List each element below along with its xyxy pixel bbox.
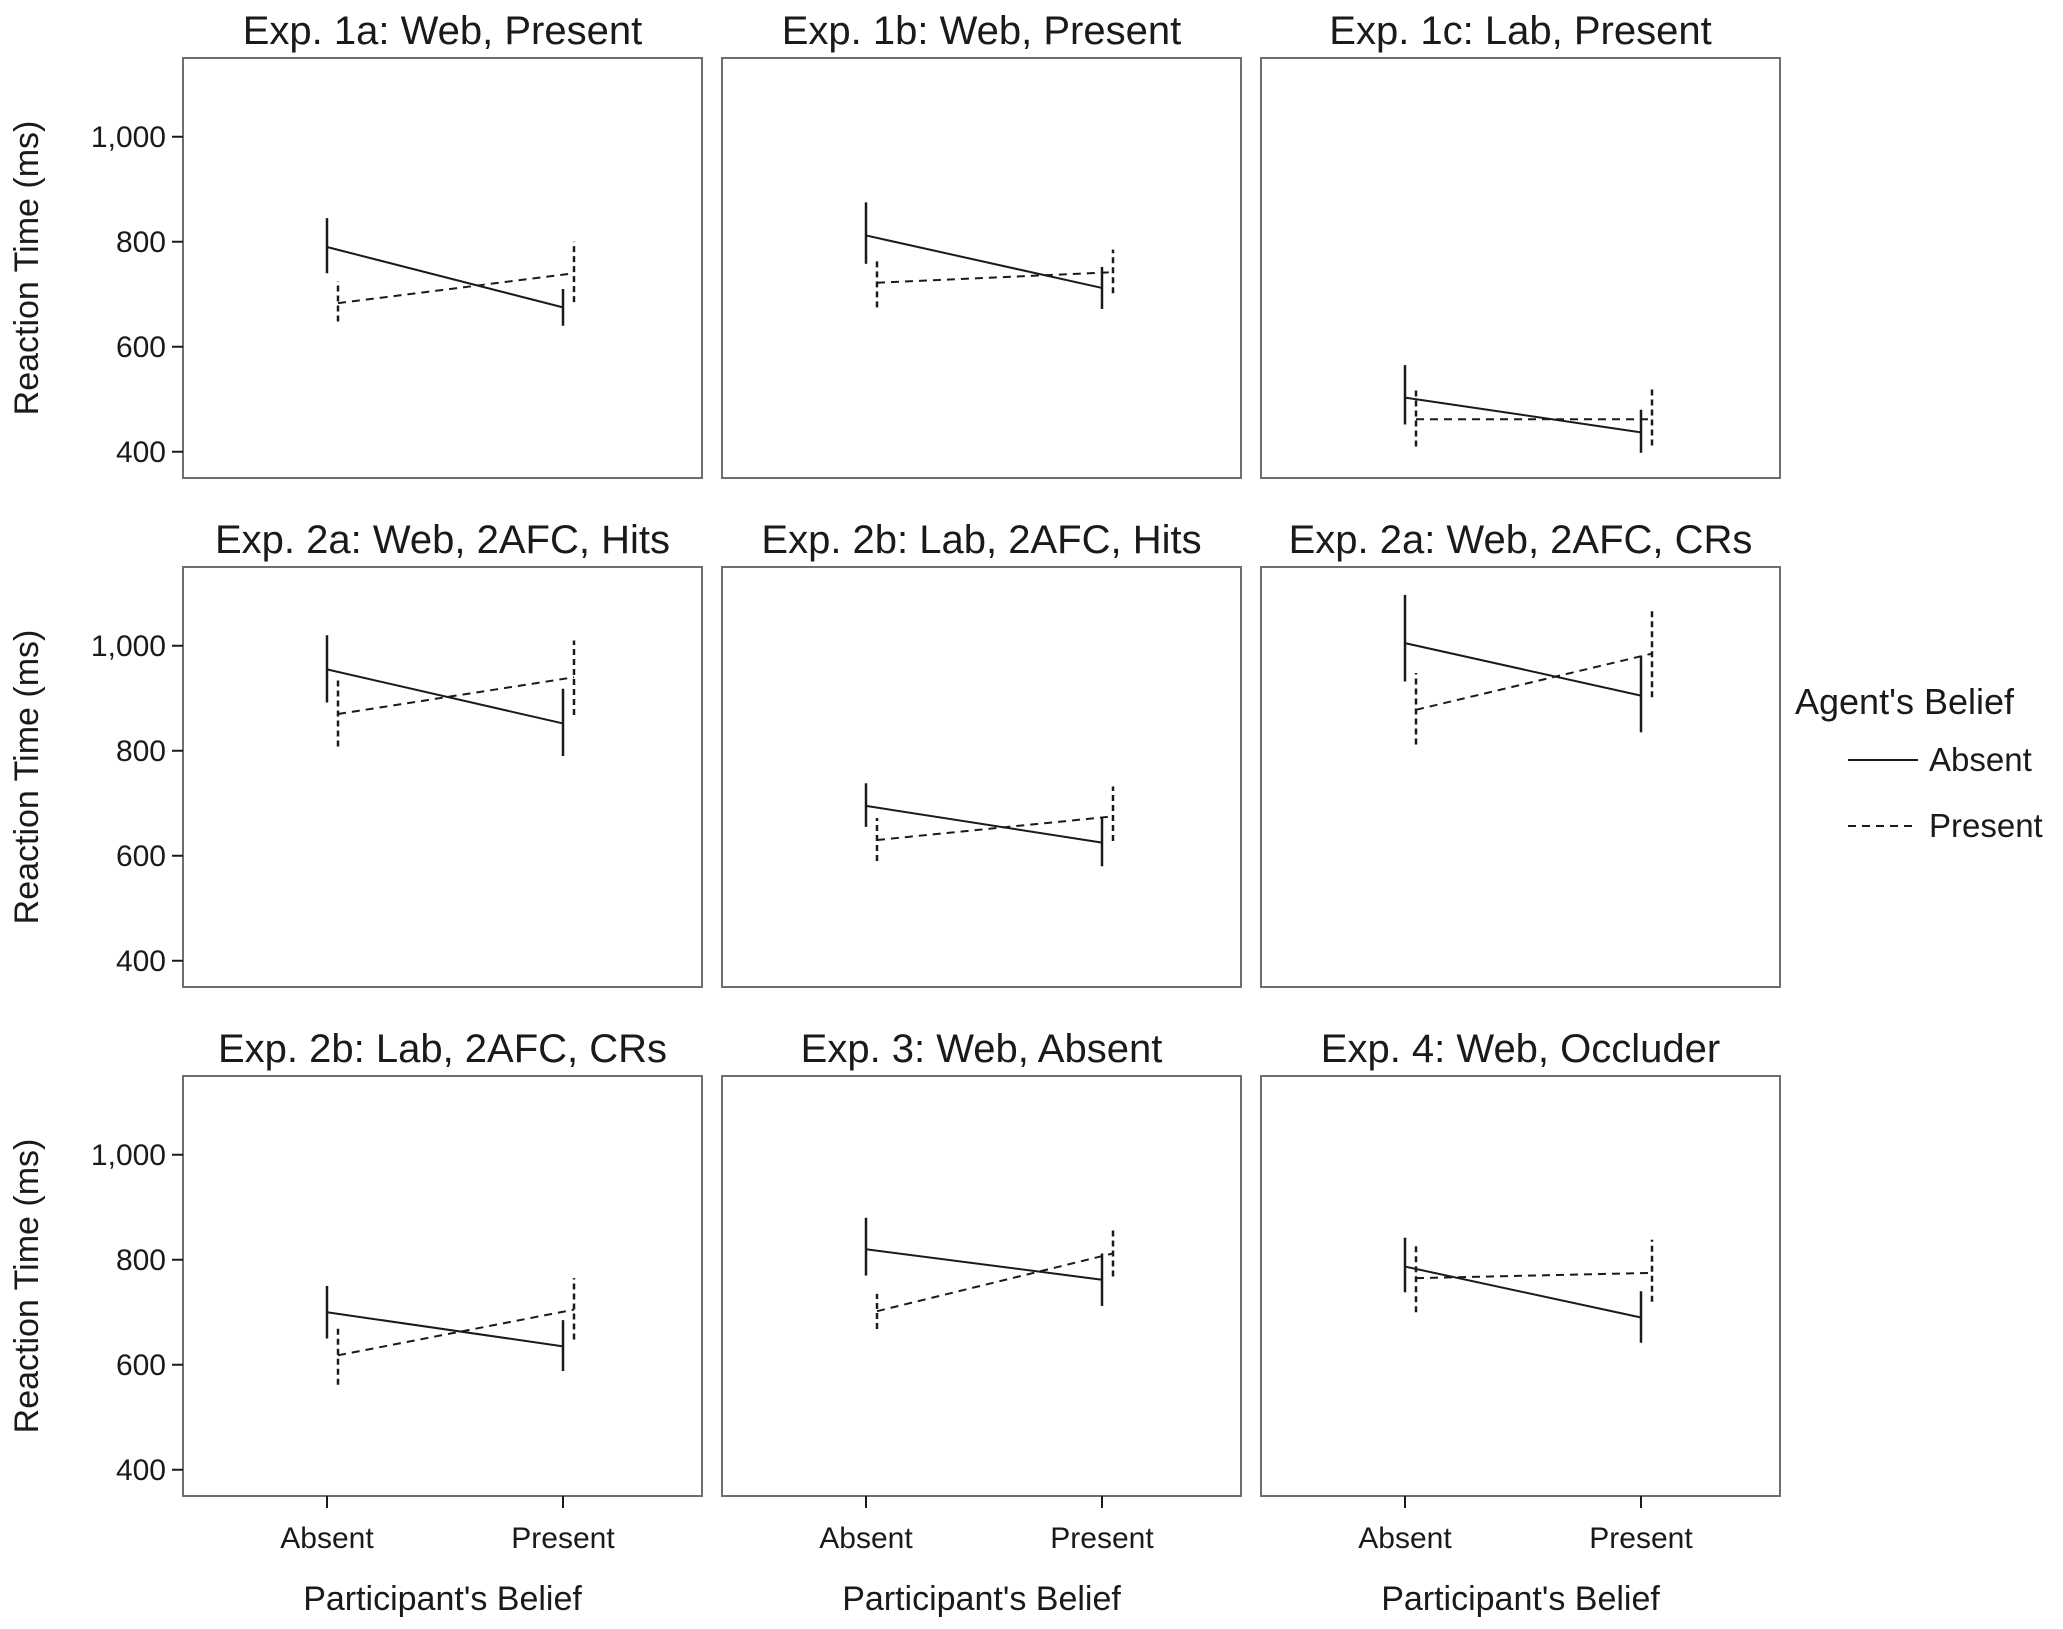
series-line-present [876, 815, 1114, 841]
series-line-absent [1404, 1265, 1642, 1319]
panel-9: Exp. 4: Web, Occluder Absent Present Partic… [1260, 1027, 1781, 1618]
series-line-absent [865, 804, 1103, 844]
y-tick-label: 800 [116, 1244, 166, 1277]
panel-7: Exp. 2b: Lab, 2AFC, CRs 400 600 800 1,000 Rea… [8, 1027, 703, 1618]
panel-6: Exp. 2a: Web, 2AFC, CRs [1260, 518, 1781, 988]
panel-title: Exp. 1c: Lab, Present [1329, 9, 1711, 53]
legend-title: Agent's Belief [1795, 681, 2015, 722]
series-line-absent [1404, 642, 1642, 697]
panel-frame [182, 1075, 703, 1497]
legend: Agent's Belief Absent Present [1795, 681, 2043, 844]
panel-frame [721, 566, 1242, 988]
x-axis-label: Participant's Belief [842, 1580, 1121, 1618]
series-line-absent [326, 1311, 564, 1348]
y-axis-label: Reaction Time (ms) [8, 1139, 46, 1434]
y-tick-label: 1,000 [91, 1139, 166, 1172]
x-tick-label: Present [511, 1522, 615, 1555]
series-line-present [337, 272, 575, 305]
y-tick-label: 400 [116, 945, 166, 978]
y-tick-label: 600 [116, 331, 166, 364]
x-tick-label: Present [1050, 1522, 1154, 1555]
y-tick-label: 1,000 [91, 630, 166, 663]
y-tick-label: 600 [116, 840, 166, 873]
panel-title: Exp. 1a: Web, Present [243, 9, 642, 53]
panel-frame [182, 566, 703, 988]
series-line-present [337, 1308, 575, 1357]
panel-grid: Exp. 1a: Web, Present 400 600 800 1,000 React… [8, 9, 1781, 1618]
y-tick-label: 1,000 [91, 121, 166, 154]
y-axis-label: Reaction Time (ms) [8, 630, 46, 925]
panel-3: Exp. 1c: Lab, Present [1260, 9, 1781, 479]
panel-frame [1260, 1075, 1781, 1497]
panel-frame [1260, 566, 1781, 988]
series-line-present [1415, 1271, 1653, 1280]
y-tick-label: 400 [116, 436, 166, 469]
series-line-absent [326, 246, 564, 309]
panel-5: Exp. 2b: Lab, 2AFC, Hits [721, 518, 1242, 988]
y-tick-label: 600 [116, 1349, 166, 1382]
series-line-present [876, 1252, 1114, 1313]
series-line-absent [326, 668, 564, 725]
panel-title: Exp. 2a: Web, 2AFC, Hits [215, 518, 670, 562]
series-line-absent [1404, 396, 1642, 434]
panel-frame [182, 57, 703, 479]
panel-title: Exp. 2b: Lab, 2AFC, CRs [218, 1027, 667, 1071]
series-line-present [337, 676, 575, 715]
panel-8: Exp. 3: Web, Absent Absent Present Particip… [721, 1027, 1242, 1618]
panel-title: Exp. 2b: Lab, 2AFC, Hits [761, 518, 1201, 562]
panel-4: Exp. 2a: Web, 2AFC, Hits 400 600 800 1,000 Re… [8, 518, 703, 988]
panel-title: Exp. 4: Web, Occluder [1321, 1027, 1720, 1071]
x-tick-label: Absent [1358, 1522, 1452, 1555]
panel-title: Exp. 2a: Web, 2AFC, CRs [1289, 518, 1753, 562]
x-tick-label: Absent [819, 1522, 913, 1555]
x-axis-label: Participant's Belief [1381, 1580, 1660, 1618]
series-line-present [876, 271, 1114, 284]
panel-title: Exp. 3: Web, Absent [801, 1027, 1163, 1071]
y-tick-label: 800 [116, 226, 166, 259]
series-line-absent [865, 1248, 1103, 1281]
panel-frame [721, 57, 1242, 479]
panel-1: Exp. 1a: Web, Present 400 600 800 1,000 React… [8, 9, 703, 479]
y-tick-label: 800 [116, 735, 166, 768]
panel-frame [721, 1075, 1242, 1497]
y-tick-label: 400 [116, 1454, 166, 1487]
panel-frame [1260, 57, 1781, 479]
legend-label-present: Present [1929, 807, 2043, 844]
panel-title: Exp. 1b: Web, Present [782, 9, 1181, 53]
legend-label-absent: Absent [1929, 741, 2032, 778]
x-tick-label: Present [1589, 1522, 1693, 1555]
y-axis-label: Reaction Time (ms) [8, 121, 46, 416]
x-axis-label: Participant's Belief [303, 1580, 582, 1618]
series-line-absent [865, 234, 1103, 289]
series-line-present [1415, 652, 1653, 711]
panel-2: Exp. 1b: Web, Present [721, 9, 1242, 479]
x-tick-label: Absent [280, 1522, 374, 1555]
